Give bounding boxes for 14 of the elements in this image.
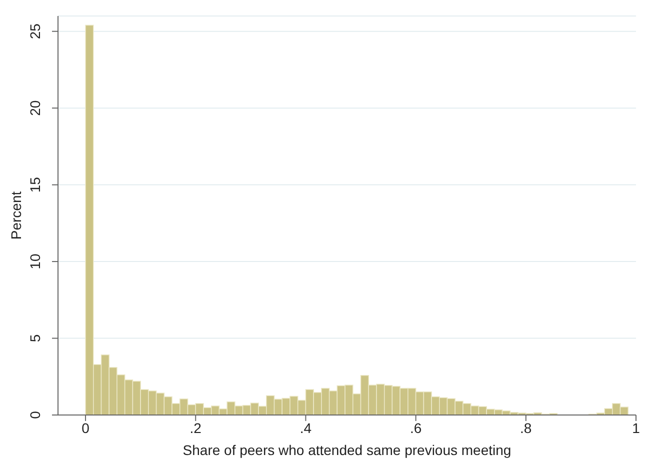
x-tick-label: 1 xyxy=(632,420,640,436)
y-tick-label: 10 xyxy=(27,254,43,270)
y-tick-label: 25 xyxy=(27,23,43,40)
y-tick-label: 20 xyxy=(27,100,43,116)
x-tick-label: .4 xyxy=(300,420,312,436)
x-tick-label: .2 xyxy=(190,420,202,436)
x-tick-label: 0 xyxy=(82,420,90,436)
y-tick-label: 5 xyxy=(27,334,43,342)
y-tick-label: 0 xyxy=(27,410,43,419)
x-tick-label: .8 xyxy=(520,420,532,436)
x-tick-label: .6 xyxy=(410,420,422,436)
y-tick-label: 15 xyxy=(27,176,43,193)
y-axis-title: Percent xyxy=(8,191,24,240)
x-axis-title: Share of peers who attended same previous meeting xyxy=(182,442,512,458)
